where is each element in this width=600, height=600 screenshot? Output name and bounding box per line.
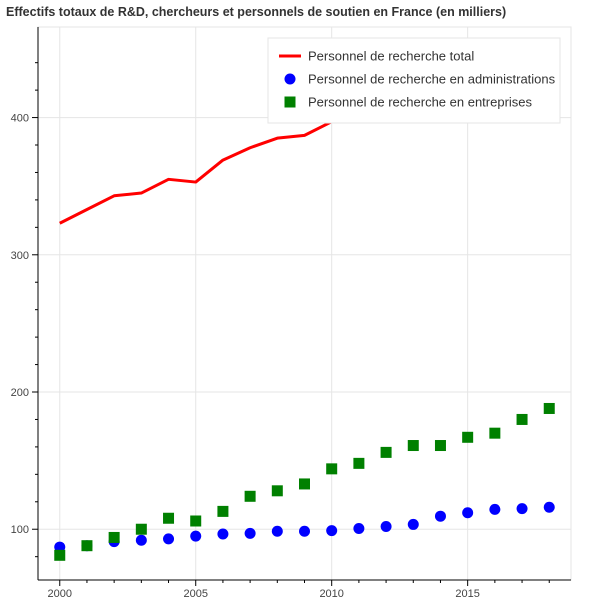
series-2-point-2003 bbox=[135, 534, 147, 546]
series-3-point-2003 bbox=[135, 523, 147, 535]
series-2-point-2017 bbox=[516, 503, 528, 515]
legend-label-3: Personnel de recherche en entreprises bbox=[308, 95, 533, 110]
legend-item-1[interactable]: Personnel de recherche total bbox=[279, 49, 474, 64]
chart-title: Effectifs totaux de R&D, chercheurs et p… bbox=[6, 5, 507, 19]
legend[interactable]: Personnel de recherche total Personnel de… bbox=[267, 37, 561, 124]
series-2-point-2013 bbox=[407, 518, 419, 530]
legend-box bbox=[267, 37, 561, 124]
x-tick-label-2015: 2015 bbox=[455, 588, 479, 600]
series-2-point-2009 bbox=[299, 525, 310, 537]
series-2-point-2010 bbox=[326, 525, 338, 537]
series-3-point-2005 bbox=[190, 515, 202, 527]
series-2-point-2016 bbox=[489, 503, 501, 515]
series-3-point-2010 bbox=[326, 463, 338, 475]
y-tick-label-400: 400 bbox=[11, 113, 29, 125]
series-3-point-2008 bbox=[271, 485, 283, 497]
series-2-point-2011 bbox=[353, 523, 365, 535]
x-tick-label-2000: 2000 bbox=[48, 588, 72, 600]
series-2-point-2018 bbox=[543, 501, 555, 513]
series-2-point-2004 bbox=[163, 533, 175, 545]
legend-label-2: Personnel de recherche en administration… bbox=[308, 72, 556, 87]
series-2-point-2015 bbox=[462, 507, 474, 519]
legend-label-1: Personnel de recherche total bbox=[308, 49, 474, 64]
series-2-point-2014 bbox=[434, 510, 446, 522]
legend-item-2[interactable]: Personnel de recherche en administration… bbox=[284, 72, 556, 87]
series-3-point-2013 bbox=[407, 440, 419, 452]
series-3-point-2006 bbox=[217, 505, 229, 517]
series-3-point-2017 bbox=[516, 413, 528, 425]
x-tick-label-2005: 2005 bbox=[183, 588, 207, 600]
series-3-point-2015 bbox=[462, 431, 474, 443]
y-tick-label-100: 100 bbox=[11, 524, 29, 536]
series-3-point-2007 bbox=[244, 490, 256, 502]
series-3-point-2000 bbox=[54, 549, 66, 561]
y-tick-label-200: 200 bbox=[11, 387, 29, 399]
series-3-point-2001 bbox=[81, 540, 93, 552]
series-2-point-2006 bbox=[217, 528, 229, 540]
series-3-point-2014 bbox=[434, 440, 446, 452]
series-3-point-2011 bbox=[353, 457, 365, 469]
legend-circle-swatch bbox=[284, 73, 296, 85]
legend-square-swatch bbox=[284, 96, 296, 108]
series-2-point-2005 bbox=[190, 530, 202, 542]
axes: 100 200 300 400 2000 2005 2010 2015 bbox=[11, 27, 571, 600]
series-3-point-2016 bbox=[489, 427, 501, 439]
series-3-point-2012 bbox=[380, 446, 392, 458]
x-tick-label-2010: 2010 bbox=[319, 588, 343, 600]
y-tick-label-300: 300 bbox=[11, 250, 29, 262]
series-2-point-2008 bbox=[271, 525, 283, 537]
series-3-point-2004 bbox=[163, 512, 175, 524]
series-3-point-2009 bbox=[299, 478, 310, 490]
series-3-point-2018 bbox=[543, 402, 555, 414]
series-2-point-2012 bbox=[380, 520, 392, 532]
series-2-point-2007 bbox=[244, 527, 256, 539]
series-3-point-2002 bbox=[108, 531, 120, 543]
legend-item-3[interactable]: Personnel de recherche en entreprises bbox=[284, 95, 533, 110]
